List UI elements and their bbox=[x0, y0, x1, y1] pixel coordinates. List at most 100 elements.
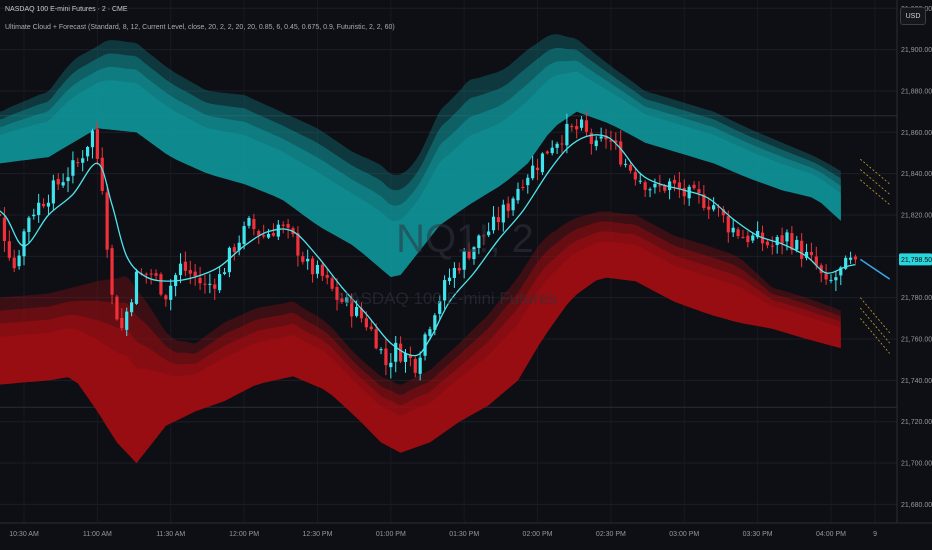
candle[interactable] bbox=[247, 216, 251, 229]
candle[interactable] bbox=[369, 320, 373, 332]
candle[interactable] bbox=[472, 246, 476, 265]
candle[interactable] bbox=[115, 294, 119, 321]
candle[interactable] bbox=[765, 238, 770, 249]
candle[interactable] bbox=[628, 161, 633, 174]
candle[interactable] bbox=[12, 249, 16, 273]
candle[interactable] bbox=[633, 168, 637, 186]
candle[interactable] bbox=[394, 335, 398, 373]
candle[interactable] bbox=[27, 215, 31, 243]
candle[interactable] bbox=[325, 268, 329, 285]
candle[interactable] bbox=[61, 173, 65, 188]
candle[interactable] bbox=[751, 232, 755, 244]
candle[interactable] bbox=[154, 269, 158, 281]
candle[interactable] bbox=[433, 313, 437, 336]
currency-button[interactable]: USD bbox=[900, 7, 926, 25]
candle[interactable] bbox=[232, 243, 236, 261]
candle[interactable] bbox=[482, 234, 486, 246]
candle[interactable] bbox=[707, 197, 711, 219]
candle[interactable] bbox=[178, 253, 183, 284]
candle[interactable] bbox=[677, 172, 681, 198]
price-axis[interactable]: 21,920.0021,900.0021,880.0021,860.0021,8… bbox=[896, 0, 932, 550]
candle[interactable] bbox=[164, 293, 168, 307]
candle[interactable] bbox=[438, 295, 442, 321]
candle[interactable] bbox=[262, 224, 266, 239]
candle[interactable] bbox=[741, 229, 745, 239]
candle[interactable] bbox=[81, 150, 85, 172]
candle[interactable] bbox=[389, 353, 393, 379]
candle[interactable] bbox=[834, 271, 838, 292]
candle[interactable] bbox=[550, 140, 554, 156]
candle[interactable] bbox=[183, 251, 187, 277]
candle[interactable] bbox=[443, 275, 447, 310]
candle[interactable] bbox=[266, 228, 271, 239]
candle[interactable] bbox=[315, 260, 320, 279]
candle[interactable] bbox=[844, 255, 848, 271]
candle[interactable] bbox=[408, 346, 412, 367]
candle[interactable] bbox=[32, 208, 36, 220]
candle[interactable] bbox=[286, 218, 290, 239]
candle[interactable] bbox=[809, 242, 814, 261]
candle[interactable] bbox=[85, 145, 90, 162]
candle[interactable] bbox=[521, 179, 525, 191]
candle[interactable] bbox=[306, 249, 310, 270]
candle[interactable] bbox=[447, 268, 452, 285]
candle[interactable] bbox=[76, 157, 80, 168]
candle[interactable] bbox=[227, 246, 232, 278]
candle[interactable] bbox=[242, 221, 246, 250]
candle[interactable] bbox=[829, 274, 833, 284]
candle[interactable] bbox=[545, 150, 549, 155]
candle[interactable] bbox=[589, 128, 593, 155]
candle[interactable] bbox=[712, 197, 716, 212]
candle[interactable] bbox=[516, 182, 520, 204]
candle[interactable] bbox=[467, 242, 471, 260]
candle[interactable] bbox=[66, 167, 70, 193]
candle[interactable] bbox=[668, 178, 672, 200]
candle[interactable] bbox=[213, 278, 217, 301]
candlesticks[interactable] bbox=[0, 111, 858, 381]
candle[interactable] bbox=[134, 268, 139, 305]
candle[interactable] bbox=[682, 179, 686, 205]
candle[interactable] bbox=[726, 210, 730, 243]
candle[interactable] bbox=[697, 181, 701, 204]
candle[interactable] bbox=[526, 174, 530, 194]
candle[interactable] bbox=[452, 262, 456, 288]
candle[interactable] bbox=[110, 244, 114, 305]
candle[interactable] bbox=[496, 206, 501, 231]
candle[interactable] bbox=[330, 276, 334, 292]
candle[interactable] bbox=[579, 116, 584, 131]
candle[interactable] bbox=[731, 218, 735, 237]
candle[interactable] bbox=[462, 248, 466, 279]
candle[interactable] bbox=[384, 337, 388, 376]
candle[interactable] bbox=[237, 235, 241, 256]
candle[interactable] bbox=[17, 249, 21, 270]
candle[interactable] bbox=[90, 128, 95, 159]
candle[interactable] bbox=[785, 229, 789, 251]
candle[interactable] bbox=[790, 225, 794, 255]
candle[interactable] bbox=[775, 234, 779, 254]
time-axis[interactable]: 10:30 AM 11:00 AM 11:30 AM 12:00 PM 12:30 PM… bbox=[0, 522, 932, 550]
candle[interactable] bbox=[609, 130, 613, 151]
candle[interactable] bbox=[125, 307, 129, 336]
candle[interactable] bbox=[296, 226, 300, 267]
candle[interactable] bbox=[7, 230, 11, 261]
candle[interactable] bbox=[848, 251, 853, 264]
candle[interactable] bbox=[22, 228, 26, 266]
candle[interactable] bbox=[575, 118, 579, 139]
candle[interactable] bbox=[853, 254, 858, 264]
candle[interactable] bbox=[374, 323, 378, 350]
candle[interactable] bbox=[120, 308, 124, 331]
candle[interactable] bbox=[560, 135, 564, 153]
indicator-legend[interactable]: Ultimate Cloud + Forecast (Standard, 8, … bbox=[5, 24, 395, 31]
candle[interactable] bbox=[71, 151, 75, 184]
candle[interactable] bbox=[594, 136, 598, 151]
candle[interactable] bbox=[535, 158, 540, 181]
candle[interactable] bbox=[105, 184, 109, 258]
candle[interactable] bbox=[198, 266, 202, 291]
candle[interactable] bbox=[310, 256, 315, 283]
candle[interactable] bbox=[56, 173, 60, 191]
candle[interactable] bbox=[643, 180, 647, 198]
candle[interactable] bbox=[653, 178, 657, 194]
candle[interactable] bbox=[335, 278, 339, 311]
candle[interactable] bbox=[345, 293, 349, 307]
